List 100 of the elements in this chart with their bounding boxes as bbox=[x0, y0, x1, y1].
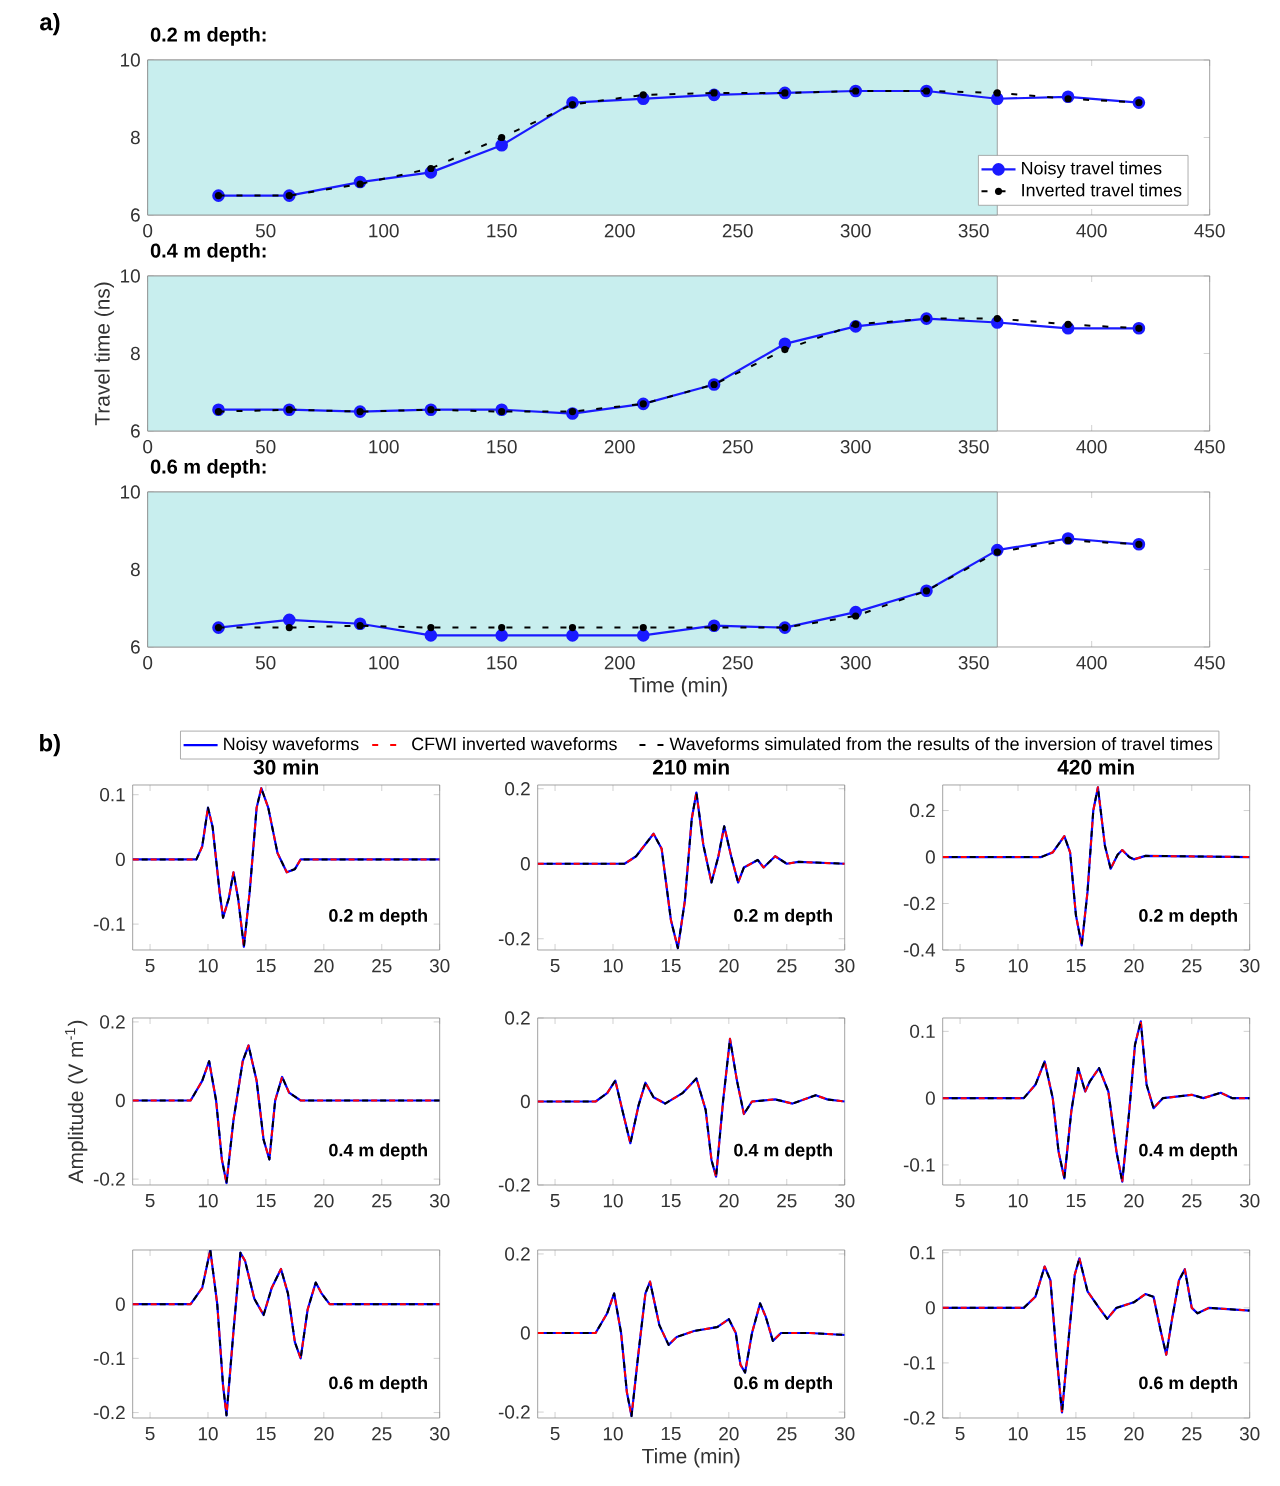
x-tick-label: 5 bbox=[145, 1427, 155, 1441]
x-tick-label: 20 bbox=[314, 959, 334, 973]
x-tick-label: 0 bbox=[143, 656, 153, 670]
annotation: 0.6 m depth bbox=[329, 1376, 428, 1393]
y-tick-label: -0.1 bbox=[904, 1158, 935, 1172]
x-tick-label: 300 bbox=[840, 224, 871, 238]
x-tick-label: 15 bbox=[256, 1194, 276, 1208]
y-tick-label: 0.1 bbox=[910, 1246, 935, 1260]
chart-title: 0.4 m depth: bbox=[151, 243, 266, 262]
x-tick-label: 100 bbox=[369, 440, 399, 454]
x-tick-label: 15 bbox=[661, 1194, 681, 1208]
x-tick-label: 350 bbox=[958, 656, 989, 670]
y-tick-label: -0.1 bbox=[904, 1356, 935, 1370]
annotation: 0.4 m depth bbox=[1139, 1143, 1238, 1160]
y-tick-label: 0 bbox=[521, 1094, 531, 1109]
x-tick-label: 100 bbox=[369, 224, 399, 238]
x-tick-label: 25 bbox=[372, 1427, 392, 1441]
y-tick-label: 10 bbox=[121, 269, 141, 283]
y-tick-label: 0 bbox=[926, 1091, 936, 1105]
legend-label: CFWI inverted waveforms bbox=[412, 737, 617, 751]
x-tick-label: 150 bbox=[487, 440, 517, 454]
y-tick-label: 0.2 bbox=[910, 803, 935, 818]
x-tick-label: 30 bbox=[835, 1194, 855, 1208]
text: a) bbox=[40, 12, 60, 36]
x-tick-label: 25 bbox=[777, 959, 797, 973]
x-tick-label: 30 bbox=[835, 1427, 855, 1441]
x-tick-label: 200 bbox=[604, 440, 635, 454]
y-tick-label: 0 bbox=[926, 850, 936, 864]
x-tick-label: 5 bbox=[550, 959, 560, 973]
y-tick-label: 6 bbox=[131, 424, 140, 438]
annotation: 0.2 m depth bbox=[734, 908, 833, 926]
annotation: 0.6 m depth bbox=[1139, 1376, 1238, 1393]
x-tick-label: 20 bbox=[1124, 1194, 1144, 1208]
x-tick-label: 350 bbox=[958, 440, 989, 454]
x-tick-label: 30 bbox=[430, 1427, 450, 1441]
y-tick-label: 0 bbox=[116, 1093, 126, 1108]
legend-label: Inverted travel times bbox=[1022, 183, 1182, 197]
x-tick-label: 25 bbox=[777, 1194, 797, 1208]
x-tick-label: 5 bbox=[550, 1427, 560, 1441]
y-tick-label: 0 bbox=[116, 852, 126, 867]
y-tick-label: 8 bbox=[131, 346, 140, 361]
x-tick-label: 10 bbox=[604, 1194, 623, 1208]
y-tick-label: 0 bbox=[521, 1326, 531, 1340]
x-tick-label: 200 bbox=[604, 224, 635, 238]
chart-title: 0.2 m depth: bbox=[151, 27, 266, 46]
x-tick-label: 250 bbox=[722, 440, 753, 454]
legend-label: Noisy waveforms bbox=[224, 737, 359, 754]
x-tick-label: 10 bbox=[604, 959, 623, 973]
y-tick-label: 0 bbox=[926, 1301, 936, 1315]
x-tick-label: 25 bbox=[1182, 1427, 1202, 1441]
x-tick-label: 5 bbox=[955, 959, 965, 973]
annotation: 0.4 m depth bbox=[734, 1143, 833, 1160]
x-tick-label: 10 bbox=[1009, 1427, 1028, 1441]
x-tick-label: 25 bbox=[1182, 1194, 1202, 1208]
x-tick-label: 25 bbox=[372, 959, 392, 973]
x-tick-label: 20 bbox=[314, 1427, 334, 1441]
x-tick-label: 20 bbox=[719, 959, 739, 973]
x-tick-label: 10 bbox=[1009, 1194, 1028, 1208]
x-tick-label: 30 bbox=[1240, 959, 1260, 973]
x-tick-label: 5 bbox=[955, 1427, 965, 1441]
y-tick-label: 0.2 bbox=[505, 1247, 530, 1261]
x-tick-label: 5 bbox=[550, 1194, 560, 1208]
x-tick-label: 250 bbox=[722, 224, 753, 238]
x-tick-label: 400 bbox=[1076, 656, 1107, 670]
y-tick-label: 0.1 bbox=[910, 1024, 935, 1039]
x-tick-label: 15 bbox=[256, 1427, 276, 1441]
x-tick-label: 100 bbox=[369, 656, 399, 670]
x-tick-label: 450 bbox=[1194, 440, 1225, 454]
x-tick-label: 20 bbox=[314, 1194, 334, 1208]
y-tick-label: -0.2 bbox=[904, 896, 935, 911]
y-tick-label: 6 bbox=[131, 640, 140, 654]
y-axis-title: Travel time (ns) bbox=[94, 282, 115, 426]
y-tick-label: 0.2 bbox=[505, 782, 530, 796]
x-tick-label: 300 bbox=[840, 440, 871, 454]
x-tick-label: 350 bbox=[958, 224, 989, 238]
y-tick-label: -0.4 bbox=[904, 943, 936, 957]
y-tick-label: 0 bbox=[521, 857, 531, 871]
y-tick-label: -0.2 bbox=[904, 1411, 935, 1425]
x-tick-label: 15 bbox=[661, 1427, 681, 1441]
y-tick-label: 8 bbox=[131, 130, 140, 145]
y-tick-label: 8 bbox=[131, 562, 140, 577]
y-tick-label: 0 bbox=[116, 1297, 126, 1311]
x-tick-label: 15 bbox=[1066, 1427, 1086, 1441]
x-tick-label: 30 bbox=[430, 1194, 450, 1208]
x-tick-label: 450 bbox=[1194, 224, 1225, 238]
x-tick-label: 250 bbox=[722, 656, 753, 670]
y-tick-label: -0.2 bbox=[499, 1178, 530, 1192]
y-tick-label: 10 bbox=[121, 485, 141, 499]
x-tick-label: 0 bbox=[143, 224, 153, 238]
annotation: 0.2 m depth bbox=[1139, 908, 1238, 926]
x-tick-label: 400 bbox=[1076, 224, 1107, 238]
y-tick-label: -0.2 bbox=[94, 1172, 125, 1186]
y-tick-label: -0.2 bbox=[499, 932, 530, 946]
x-tick-label: 30 bbox=[1240, 1194, 1260, 1208]
x-axis-title: Time (min) bbox=[642, 1448, 740, 1468]
text: b) bbox=[40, 733, 61, 757]
x-tick-label: 5 bbox=[145, 1194, 155, 1208]
x-tick-label: 15 bbox=[661, 959, 681, 973]
x-axis-title: Time (min) bbox=[629, 677, 728, 697]
y-tick-label: 0.2 bbox=[100, 1015, 125, 1029]
